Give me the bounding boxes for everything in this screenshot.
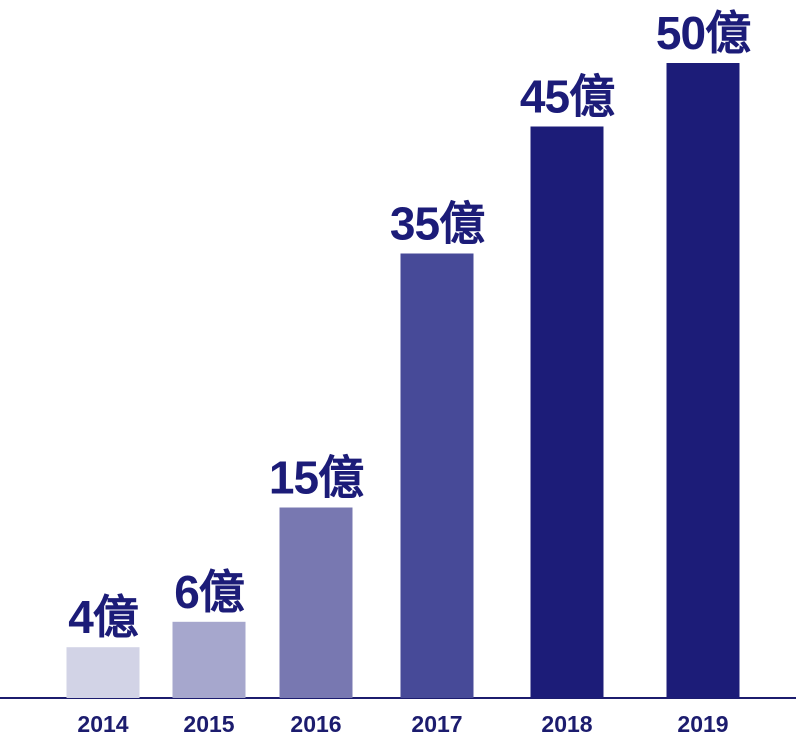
- bar: [666, 63, 740, 698]
- bar: [66, 647, 140, 698]
- value-label: 50億: [656, 7, 751, 59]
- value-label: 45億: [520, 71, 615, 123]
- x-tick-label: 2016: [290, 711, 341, 736]
- value-label: 6億: [174, 566, 245, 618]
- x-tick-label: 2015: [183, 711, 234, 736]
- x-tick-label: 2014: [77, 711, 128, 736]
- x-tick-label: 2019: [677, 711, 728, 736]
- bar: [172, 621, 246, 698]
- bar: [279, 507, 353, 698]
- bar: [530, 126, 604, 698]
- x-tick-label: 2017: [411, 711, 462, 736]
- value-label: 4億: [68, 591, 139, 643]
- x-tick-label: 2018: [541, 711, 592, 736]
- bar: [400, 253, 474, 698]
- value-label: 15億: [269, 452, 364, 504]
- value-label: 35億: [390, 198, 485, 250]
